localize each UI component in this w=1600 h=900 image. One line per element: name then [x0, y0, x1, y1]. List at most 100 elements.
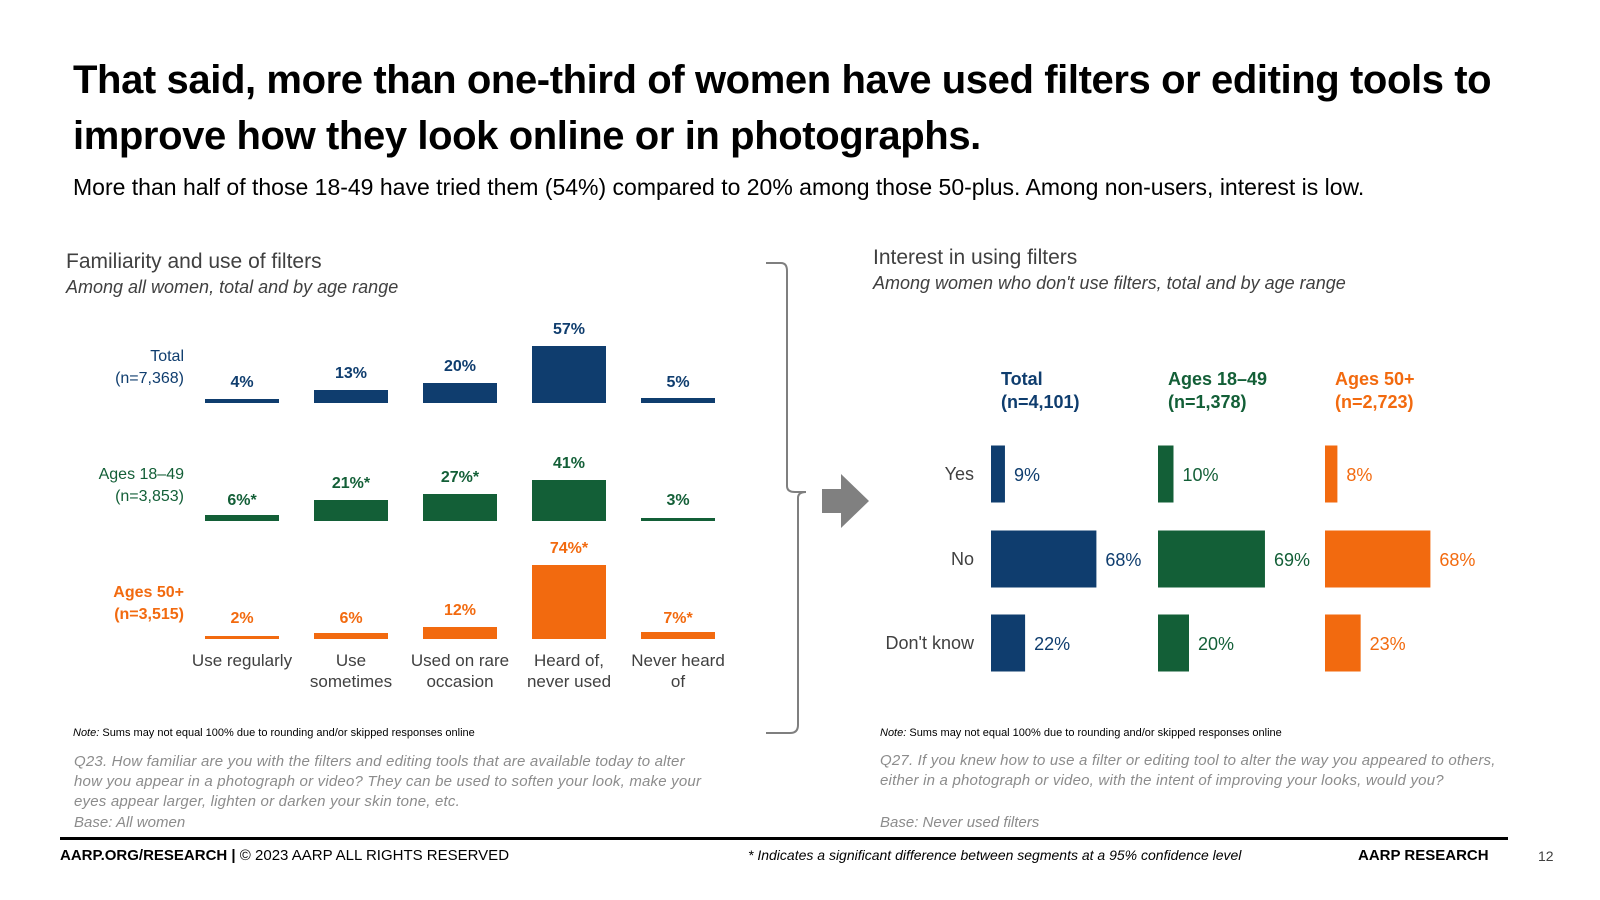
bar: [641, 398, 715, 403]
bar-value-label: 6%*: [227, 492, 257, 509]
row-label-n: (n=3,853): [115, 488, 184, 505]
bar: [1158, 445, 1174, 503]
footer-significance-note: * Indicates a significant difference bet…: [748, 847, 1242, 863]
bar: [314, 633, 388, 639]
bar: [423, 494, 497, 521]
footer-copyright: AARP.ORG/RESEARCH | © 2023 AARP ALL RIGH…: [60, 847, 509, 864]
category-label: Don't know: [886, 633, 975, 653]
bar-value-label: 22%: [1034, 634, 1070, 654]
footer-site-link[interactable]: AARP.ORG/RESEARCH |: [60, 847, 236, 864]
bar-value-label: 3%: [666, 492, 689, 509]
bar-value-label: 23%: [1370, 634, 1406, 654]
arrow-right-icon: [822, 474, 869, 528]
right-base: Base: Never used filters: [880, 814, 1040, 831]
left-note-text: Sums may not equal 100% due to rounding …: [99, 727, 475, 739]
right-note-text: Sums may not equal 100% due to rounding …: [906, 727, 1282, 739]
bar: [205, 399, 279, 403]
bar-value-label: 20%: [444, 358, 476, 375]
familiarity-chart: Total (n=7,368) 4% 13% 20% 57% 5% Ages 18–49 (n=…: [99, 321, 725, 691]
bar-value-label: 68%: [1105, 550, 1141, 570]
bar: [1325, 530, 1431, 588]
bar-value-label: 10%: [1183, 465, 1219, 485]
row-label-n: (n=3,515): [114, 606, 184, 623]
right-chart-title: Interest in using filters: [873, 246, 1078, 269]
row-label-name: Ages 50+: [113, 584, 184, 601]
bar: [205, 636, 279, 639]
left-base: Base: All women: [74, 814, 186, 831]
bar-value-label: 69%: [1274, 550, 1310, 570]
bar-value-label: 20%: [1198, 634, 1234, 654]
footer-brand: AARP RESEARCH: [1358, 847, 1489, 864]
right-question: Q27. If you knew how to use a filter or …: [880, 752, 1496, 789]
category-label: sometimes: [310, 672, 392, 691]
bar: [641, 518, 715, 521]
bar-value-label: 57%: [553, 321, 585, 338]
bar-value-label: 7%*: [663, 610, 693, 627]
category-label: Use regularly: [192, 651, 293, 670]
panel-header-n: (n=2,723): [1335, 392, 1414, 412]
bar-value-label: 8%: [1346, 465, 1372, 485]
left-note-label: Note:: [73, 727, 100, 739]
bar-value-label: 4%: [230, 374, 253, 391]
category-label: Never heard: [631, 651, 725, 670]
category-label: Yes: [945, 464, 974, 484]
bar: [1158, 530, 1265, 588]
bar: [1325, 614, 1361, 672]
bar: [532, 346, 606, 403]
bar-value-label: 5%: [666, 374, 689, 391]
right-chart-subtitle: Among women who don't use filters, total…: [873, 273, 1346, 293]
left-chart-title: Familiarity and use of filters: [66, 250, 322, 273]
panel-header-name: Ages 18–49: [1168, 369, 1267, 389]
bar-value-label: 41%: [553, 455, 585, 472]
bar: [205, 515, 279, 521]
category-label: of: [671, 672, 685, 691]
bar-value-label: 27%*: [441, 469, 480, 486]
bar: [314, 500, 388, 521]
bar: [991, 445, 1005, 503]
bracket-connector: [766, 262, 807, 734]
bar: [1325, 445, 1338, 503]
bar: [532, 565, 606, 639]
panel-header-name: Total: [1001, 369, 1043, 389]
panel-header-n: (n=4,101): [1001, 392, 1080, 412]
category-label: Heard of,: [534, 651, 604, 670]
category-label: occasion: [426, 672, 493, 691]
interest-chart: Yes No Don't know Total (n=4,101) 9% 68% 22% Age…: [886, 369, 1475, 672]
bar: [314, 390, 388, 403]
row-label-name: Total: [150, 348, 184, 365]
bar: [991, 614, 1026, 672]
category-label: never used: [527, 672, 611, 691]
category-label: Use: [336, 651, 366, 670]
bar: [991, 530, 1097, 588]
row-label-n: (n=7,368): [115, 370, 184, 387]
bar-value-label: 74%*: [550, 540, 589, 557]
right-note-label: Note:: [880, 727, 907, 739]
bar: [423, 383, 497, 403]
category-label: No: [951, 549, 974, 569]
left-note: Note: Sums may not equal 100% due to rou…: [73, 727, 475, 739]
page-number: 12: [1538, 848, 1554, 864]
bar: [423, 627, 497, 639]
row-label-name: Ages 18–49: [99, 466, 185, 483]
left-chart-subtitle: Among all women, total and by age range: [66, 277, 399, 297]
panel-header-n: (n=1,378): [1168, 392, 1247, 412]
bar: [1158, 614, 1189, 672]
footer-copyright-text: © 2023 AARP ALL RIGHTS RESERVED: [235, 847, 510, 864]
panel-header-name: Ages 50+: [1335, 369, 1415, 389]
category-label: Used on rare: [411, 651, 509, 670]
bar-value-label: 21%*: [332, 475, 371, 492]
bar-value-label: 9%: [1014, 465, 1040, 485]
slide-headline: That said, more than one-third of women …: [73, 58, 1492, 158]
bar: [641, 632, 715, 639]
bar-value-label: 68%: [1439, 550, 1475, 570]
bar-value-label: 13%: [335, 365, 367, 382]
slide-subline: More than half of those 18-49 have tried…: [73, 174, 1365, 200]
left-question: Q23. How familiar are you with the filte…: [74, 753, 702, 810]
bar-value-label: 2%: [230, 610, 253, 627]
footer-rule: [60, 837, 1508, 840]
bar: [532, 480, 606, 521]
right-note: Note: Sums may not equal 100% due to rou…: [880, 727, 1282, 739]
bar-value-label: 6%: [339, 610, 362, 627]
bar-value-label: 12%: [444, 602, 476, 619]
